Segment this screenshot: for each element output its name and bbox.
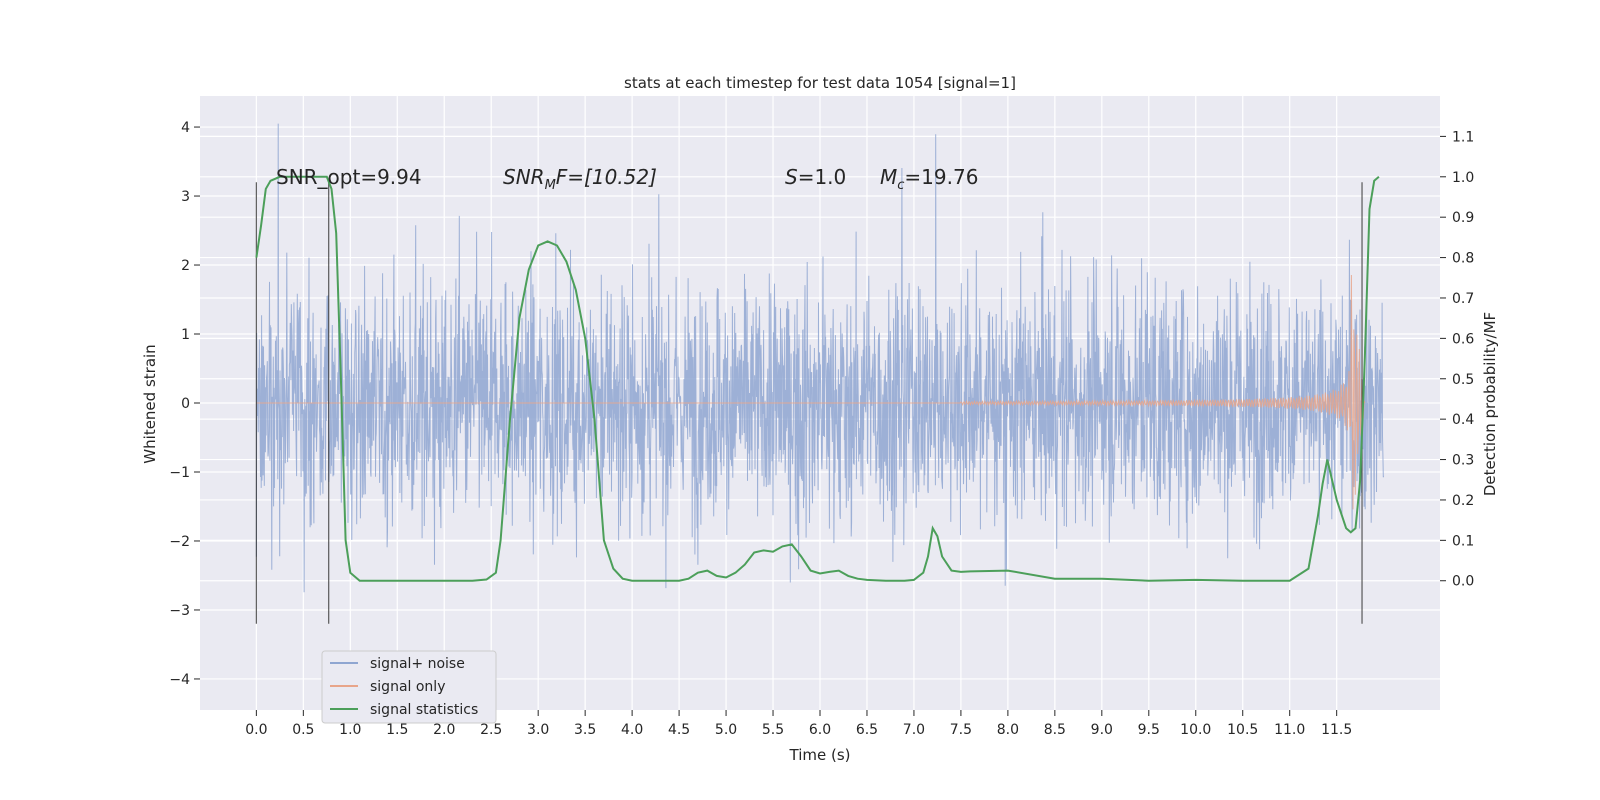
x-tick-label: 11.0 (1274, 722, 1305, 738)
annotation-mc: Mc=19.76 (880, 165, 978, 193)
annotation-mc-rest: =19.76 (904, 165, 978, 189)
y-axis-label: Whitened strain (141, 344, 159, 463)
x-tick-label: 4.0 (621, 722, 643, 738)
y-right-tick-label: 0.4 (1452, 412, 1474, 428)
x-tick-label: 10.5 (1227, 722, 1258, 738)
annotation-snr-mf-rest: F=[10.52] (556, 165, 657, 189)
y-right-tick-label: 0.1 (1452, 533, 1474, 549)
x-axis-ticks: 0.0 0.5 1.0 1.5 2.0 2.5 3.0 3.5 4.0 4.5 5.0 5.5 6.0 6… (245, 710, 1352, 738)
signal-statistics-line (255, 175, 1380, 582)
x-tick-label: 1.5 (386, 722, 408, 738)
x-axis-label: Time (s) (789, 746, 851, 764)
x-tick-label: 8.0 (997, 722, 1019, 738)
y-right-tick-label: 0.7 (1452, 291, 1474, 307)
y-tick-label: −4 (169, 672, 190, 688)
x-tick-label: 5.0 (715, 722, 737, 738)
x-tick-label: 9.5 (1138, 722, 1160, 738)
x-tick-label: 8.5 (1044, 722, 1066, 738)
annotation-mc-main: M (880, 165, 897, 189)
legend-box (321, 650, 497, 724)
x-tick-label: 2.0 (433, 722, 455, 738)
y-tick-label: −3 (169, 603, 190, 619)
x-tick-label: 3.0 (527, 722, 549, 738)
annotation-s: S=1.0 (785, 165, 846, 189)
x-tick-label: 9.0 (1091, 722, 1113, 738)
x-tick-label: 10.0 (1180, 722, 1211, 738)
y-right-tick-label: 0.0 (1452, 574, 1474, 590)
chart-title: stats at each timestep for test data 105… (624, 74, 1016, 92)
y-right-tick-label: 0.5 (1452, 372, 1474, 388)
y-tick-label: 0 (181, 396, 190, 412)
y-tick-label: −2 (169, 534, 190, 550)
signal-noise-line (255, 123, 1385, 593)
y-tick-label: 4 (181, 120, 190, 136)
x-tick-label: 5.5 (762, 722, 784, 738)
annotation-snr-mf: SNRMF=[10.52] (503, 165, 657, 193)
x-tick-label: 6.0 (809, 722, 831, 738)
legend-label-signal-noise: signal+ noise (370, 656, 465, 672)
signal-only-series (256, 274, 1366, 510)
x-tick-label: 0.0 (245, 722, 267, 738)
annotation-snr-mf-sub: M (545, 178, 556, 193)
x-tick-label: 7.0 (903, 722, 925, 738)
y-right-axis-ticks: 1.1 1.0 0.9 0.8 0.7 0.6 0.5 0.4 0.3 0.2 0.1 0.0 (1440, 129, 1474, 590)
y-right-tick-label: 1.0 (1452, 170, 1474, 186)
x-tick-label: 2.5 (480, 722, 502, 738)
x-tick-label: 11.5 (1321, 722, 1352, 738)
y-right-tick-label: 0.8 (1452, 251, 1474, 267)
y-tick-label: 3 (181, 189, 190, 205)
y-right-tick-label: 0.3 (1452, 453, 1474, 469)
legend-label-signal-only: signal only (370, 679, 445, 695)
x-tick-label: 4.5 (668, 722, 690, 738)
legend: signal+ noise signal only signal statist… (321, 650, 497, 724)
x-tick-label: 3.5 (574, 722, 596, 738)
y-right-tick-label: 1.1 (1452, 129, 1474, 145)
annotation-s-main: S (785, 165, 798, 189)
annotation-mc-sub: c (897, 178, 904, 193)
annotation-snr-opt: SNR_opt=9.94 (276, 165, 422, 189)
signal-only-line (256, 274, 1366, 510)
x-tick-label: 0.5 (292, 722, 314, 738)
y-tick-label: 1 (181, 327, 190, 343)
y-right-tick-label: 0.9 (1452, 210, 1474, 226)
y-tick-label: −1 (169, 465, 190, 481)
legend-label-signal-statistics: signal statistics (370, 702, 478, 718)
y-right-axis-label: Detection probability/MF (1481, 312, 1499, 496)
x-tick-label: 7.5 (950, 722, 972, 738)
signal-statistics-series (255, 175, 1380, 582)
annotation-snr-mf-main: SNR (503, 165, 545, 189)
signal-noise-series (255, 123, 1385, 593)
x-tick-label: 1.0 (339, 722, 361, 738)
y-right-tick-label: 0.6 (1452, 331, 1474, 347)
y-tick-label: 2 (181, 258, 190, 274)
annotation-s-rest: =1.0 (798, 165, 847, 189)
y-axis-ticks: 4 3 2 1 0 −1 −2 −3 −4 (169, 120, 200, 688)
y-right-tick-label: 0.2 (1452, 493, 1474, 509)
x-tick-label: 6.5 (856, 722, 878, 738)
